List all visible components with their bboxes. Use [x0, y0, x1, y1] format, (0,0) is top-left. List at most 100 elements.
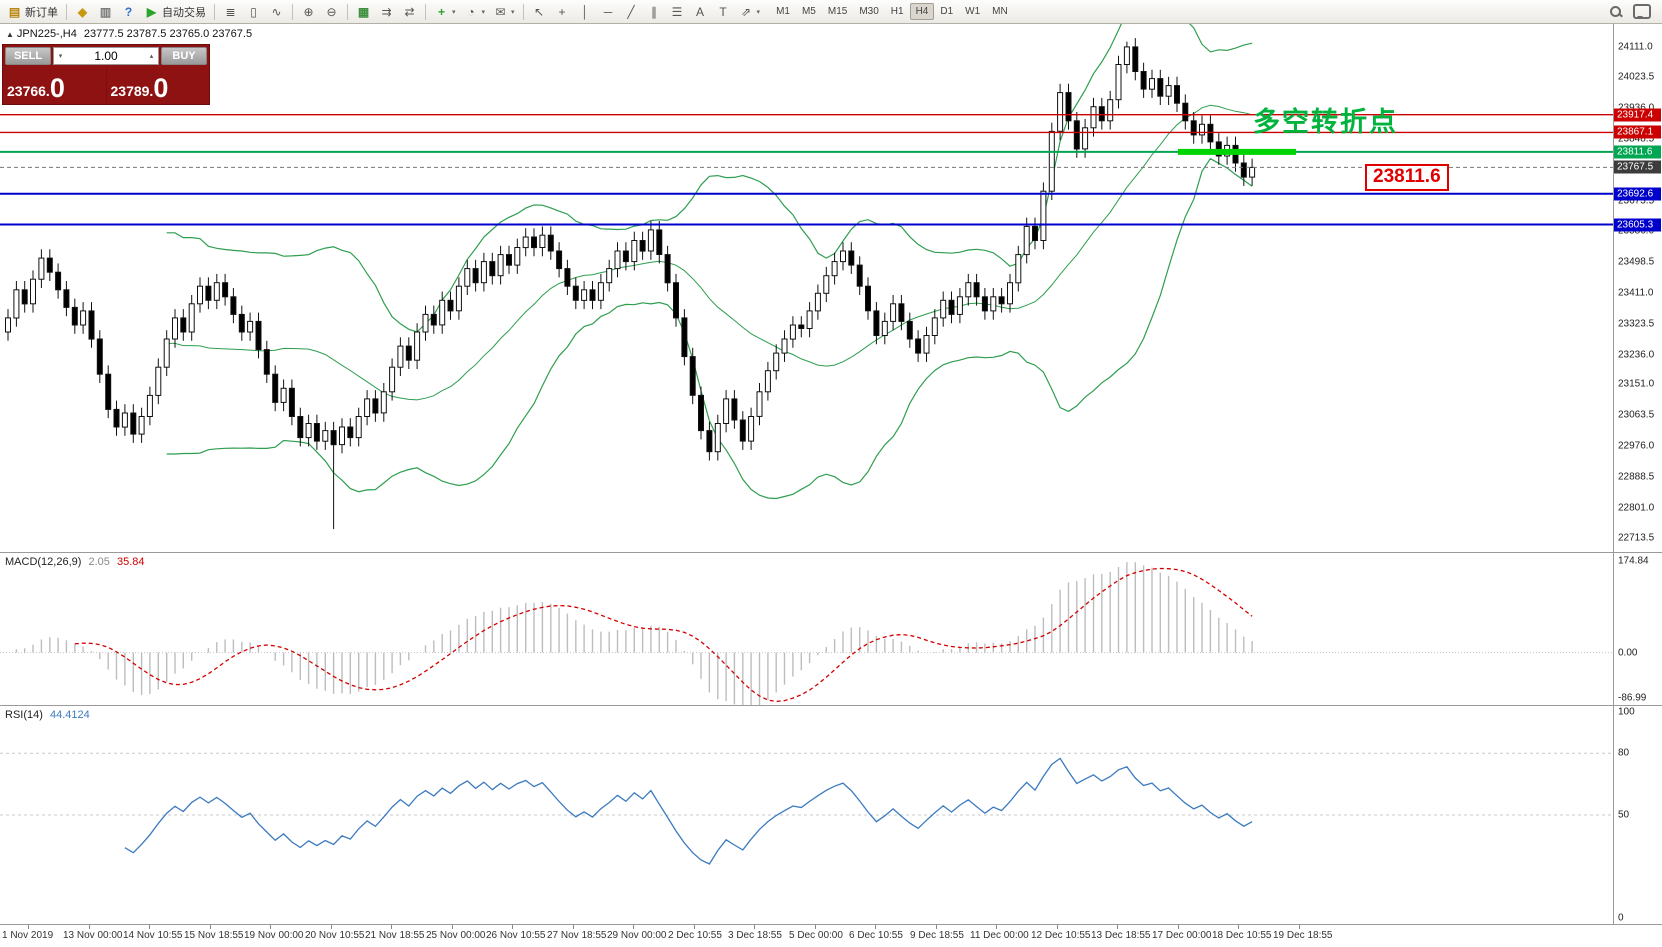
trendline-icon[interactable]: ╱ [620, 3, 643, 21]
templates-icon-caret[interactable]: ▾ [511, 8, 515, 16]
sell-price-main: 23766. [7, 83, 50, 99]
text-icon[interactable]: A [689, 3, 712, 21]
templates-icon-glyph: ✉ [495, 4, 506, 19]
lot-decrease-button[interactable]: ▾ [58, 53, 63, 60]
time-axis-tick [936, 925, 937, 929]
price-axis-label: 23936.0 [1618, 103, 1654, 114]
horizontal-line-icon[interactable]: ─ [597, 3, 620, 21]
time-axis-label: 19 Nov 00:00 [244, 930, 304, 941]
crosshair-icon-glyph: + [558, 4, 566, 19]
periods-icon[interactable]: ◔ ▾ [460, 3, 490, 21]
timeframe-h4[interactable]: H4 [909, 3, 935, 20]
timeframe-w1[interactable]: W1 [959, 3, 986, 20]
crosshair-icon[interactable]: + [551, 3, 574, 21]
time-axis-tick [754, 925, 755, 929]
time-axis-label: 6 Dec 10:55 [849, 930, 903, 941]
price-axis[interactable]: 24111.024023.523936.023848.523761.023673… [1613, 24, 1662, 552]
buy-button[interactable]: BUY [161, 47, 207, 65]
label-icon[interactable]: T [712, 3, 735, 21]
price-axis-label: 23498.5 [1618, 256, 1655, 268]
zoom-in-icon[interactable]: ⊕ [297, 3, 320, 21]
time-axis-tick [996, 925, 997, 929]
price-axis-label: 24111.0 [1618, 41, 1653, 52]
price-tag-23811.6[interactable]: 23811.6 [1614, 145, 1661, 159]
cursor-icon[interactable]: ↖ [528, 3, 551, 21]
search-icon[interactable] [1609, 5, 1623, 19]
timeframe-h1[interactable]: H1 [885, 3, 910, 20]
macd-signal-line [74, 567, 1253, 703]
time-axis-tick [1057, 925, 1058, 929]
community-chat-icon[interactable] [1633, 4, 1651, 19]
periods-icon-caret[interactable]: ▾ [481, 8, 486, 16]
lot-size-field[interactable]: ▾ 1.00 ▴ [53, 47, 159, 65]
time-axis-tick [875, 925, 876, 929]
indicators-icon-caret[interactable]: ▾ [452, 8, 456, 16]
rsi-canvas[interactable] [0, 706, 1614, 924]
tile-windows-icon[interactable]: ▦ [352, 3, 375, 21]
time-axis-tick [1299, 925, 1300, 929]
rsi-line [124, 757, 1253, 865]
macd-axis[interactable]: 174.84 0.00 -86.99 [1613, 553, 1662, 705]
timeframe-m5[interactable]: M5 [796, 3, 822, 20]
new-order-glyph: ▤ [8, 4, 21, 19]
label-icon-glyph: T [719, 4, 727, 19]
sell-button[interactable]: SELL [5, 47, 51, 65]
timeframe-switcher: M1 M5 M15 M30 H1 H4 D1 W1 MN [770, 3, 1014, 20]
chart-candles-icon[interactable]: ▯ [242, 3, 265, 21]
help-icon[interactable]: ? [117, 3, 140, 21]
price-tag-23692.6[interactable]: 23692.6 [1614, 187, 1661, 201]
main-chart-canvas[interactable] [0, 24, 1614, 552]
tile-windows-icon-glyph: ▦ [357, 4, 370, 19]
time-axis[interactable]: 1 Nov 2019 13 Nov 00:00 14 Nov 10:55 15 Nov… [0, 925, 1662, 946]
rsi-axis[interactable]: 100 80 50 0 [1613, 706, 1662, 924]
fibonacci-icon[interactable]: ☰ [666, 3, 689, 21]
timeframe-m15[interactable]: M15 [822, 3, 853, 20]
lot-size-value[interactable]: 1.00 [94, 49, 118, 63]
chart-shift-icon[interactable]: ⇄ [398, 3, 421, 21]
new-order-button[interactable]: ▤ 新订单 [3, 3, 62, 21]
buy-price-button[interactable]: 23789. 0 [105, 67, 210, 104]
time-axis-tick [573, 925, 574, 929]
lot-increase-button[interactable]: ▴ [149, 53, 154, 60]
timeframe-mn[interactable]: MN [986, 3, 1014, 20]
auto-scroll-icon[interactable]: ⇉ [375, 3, 398, 21]
sell-price-button[interactable]: 23766. 0 [3, 67, 106, 104]
price-axis-label: 23673.5 [1618, 195, 1655, 206]
price-tag-23917.4[interactable]: 23917.4 [1614, 108, 1661, 122]
periods-icon-glyph: ◔ [467, 4, 475, 19]
annotation-price-callout[interactable]: 23811.6 [1365, 164, 1449, 191]
arrows-icon-caret[interactable]: ▾ [756, 8, 761, 16]
chart-bars-icon-glyph: ≣ [225, 4, 236, 19]
mql-wizard-icon[interactable]: ◆ [71, 3, 94, 21]
vertical-line-icon[interactable]: │ [574, 3, 597, 21]
time-axis-tick [210, 925, 211, 929]
timeframe-m1[interactable]: M1 [770, 3, 796, 20]
macd-canvas[interactable] [0, 553, 1614, 705]
arrows-icon[interactable]: ⇗ ▾ [735, 3, 765, 21]
price-tag-23867.1[interactable]: 23867.1 [1614, 125, 1661, 139]
chart-bars-icon[interactable]: ≣ [219, 3, 242, 21]
timeframe-m30[interactable]: M30 [853, 3, 884, 20]
time-axis-tick [694, 925, 695, 929]
time-axis-label: 11 Dec 00:00 [970, 930, 1029, 941]
annotation-turning-point-text[interactable]: 多空转折点 [1253, 107, 1398, 137]
main-toolbar: ▤ 新订单 ◆ ▥? ▶ 自动交易 ≣ ▯ ∿ ⊕ ⊖ ▦ ⇉ ⇄ + ▾ ◔ ▾ ✉ ▾ ↖ + │ ─ ╱ ∥ ☰ A T ⇗ ▾ M1… [0, 0, 1662, 24]
indicators-icon[interactable]: + ▾ [430, 3, 460, 21]
macd-axis-label: 174.84 [1618, 555, 1649, 567]
templates-icon[interactable]: ✉ ▾ [489, 3, 519, 21]
price-axis-label: 23323.5 [1618, 318, 1655, 330]
time-axis-label: 12 Dec 10:55 [1031, 930, 1091, 941]
autotrade-button[interactable]: ▶ 自动交易 [140, 3, 210, 21]
price-axis-label: 22976.0 [1618, 440, 1655, 452]
price-tag-23605.3[interactable]: 23605.3 [1614, 218, 1661, 231]
chart-line-icon[interactable]: ∿ [265, 3, 288, 21]
time-axis-tick [1117, 925, 1118, 929]
arrows-icon-glyph: ⇗ [741, 4, 752, 19]
timeframe-d1[interactable]: D1 [934, 3, 959, 20]
annotation-highlight-bar[interactable] [1178, 148, 1296, 155]
auto-scroll-icon-glyph: ⇉ [381, 4, 392, 19]
profile-icon[interactable]: ▥ [94, 3, 117, 21]
channel-icon[interactable]: ∥ [643, 3, 666, 21]
macd-name: MACD(12,26,9) [5, 556, 82, 568]
zoom-out-icon[interactable]: ⊖ [320, 3, 343, 21]
